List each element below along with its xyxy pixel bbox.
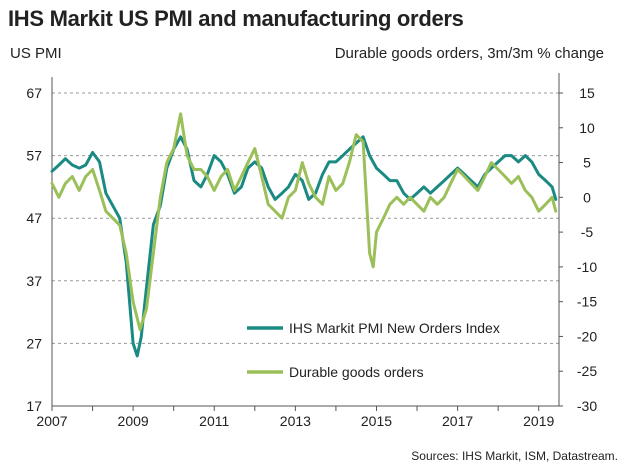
right-y-tick-label: 10 xyxy=(579,120,595,136)
right-y-tick-label: 15 xyxy=(579,85,595,101)
left-y-tick-label: 67 xyxy=(26,85,42,101)
x-tick-label: 2015 xyxy=(361,413,392,429)
source-note: Sources: IHS Markit, ISM, Datastream. xyxy=(411,449,618,463)
left-y-tick-label: 17 xyxy=(26,398,42,414)
right-axis-label: Durable goods orders, 3m/3m % change xyxy=(334,45,604,62)
right-y-tick-label: -20 xyxy=(577,328,597,344)
right-y-tick-label: -5 xyxy=(581,224,594,240)
right-y-tick-label: 0 xyxy=(583,189,591,205)
x-tick-label: 2017 xyxy=(442,413,473,429)
x-tick-label: 2009 xyxy=(118,413,149,429)
right-y-tick-label: -10 xyxy=(577,259,597,275)
x-tick-label: 2007 xyxy=(36,413,67,429)
legend-label: Durable goods orders xyxy=(289,364,424,380)
left-axis-label: US PMI xyxy=(10,45,62,62)
series-line-pmi-new-orders xyxy=(50,135,558,358)
left-y-tick-label: 37 xyxy=(26,273,42,289)
series-line-durable-goods xyxy=(50,112,558,331)
left-y-tick-label: 57 xyxy=(26,148,42,164)
x-tick-label: 2019 xyxy=(523,413,554,429)
left-y-tick-label: 47 xyxy=(26,210,42,226)
chart-title: IHS Markit US PMI and manufacturing orde… xyxy=(8,6,464,31)
legend-label: IHS Markit PMI New Orders Index xyxy=(289,320,500,336)
right-y-tick-label: 5 xyxy=(583,155,591,171)
right-y-tick-label: -15 xyxy=(577,294,597,310)
x-tick-label: 2011 xyxy=(199,413,229,429)
x-tick-label: 2013 xyxy=(280,413,311,429)
left-y-tick-label: 27 xyxy=(26,335,42,351)
right-y-tick-label: -25 xyxy=(577,363,597,379)
right-y-tick-label: -30 xyxy=(577,398,597,414)
